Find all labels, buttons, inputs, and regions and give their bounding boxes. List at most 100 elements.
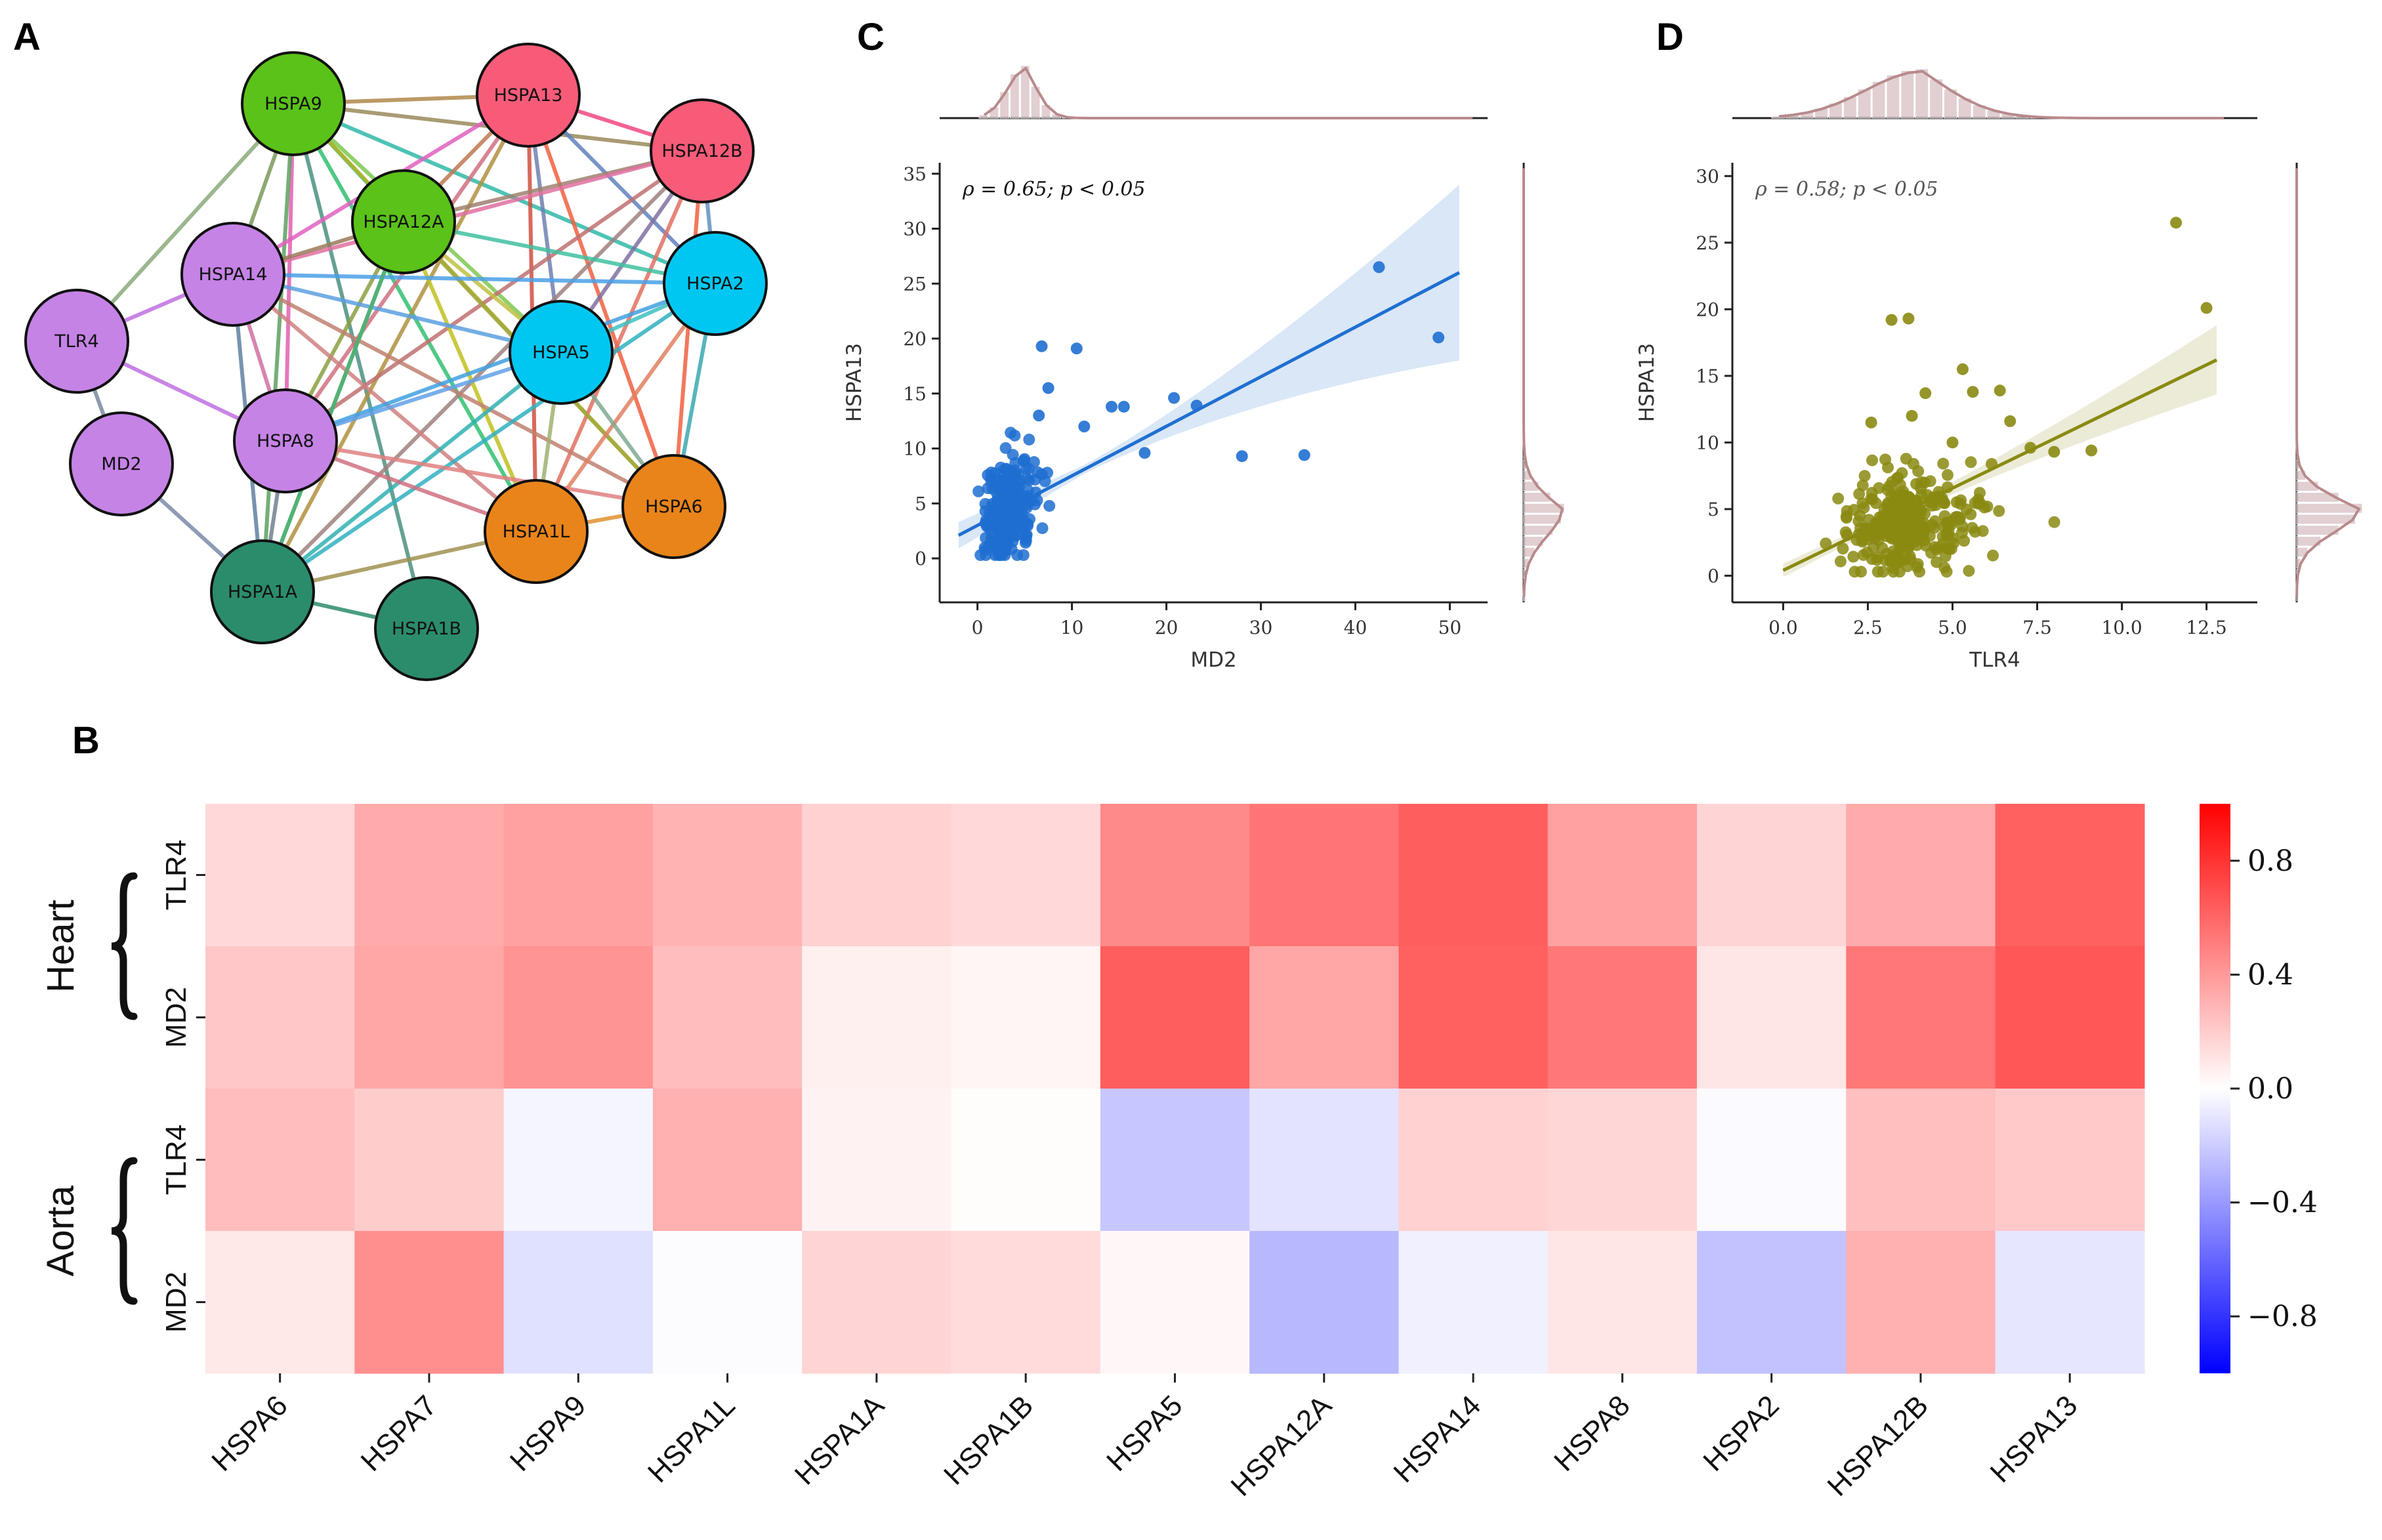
data-point [1931, 556, 1943, 568]
data-point [1866, 454, 1879, 467]
node-label: HSPA1A [228, 582, 298, 602]
heatmap-cell [802, 1089, 952, 1232]
y-tick-label: 5 [915, 493, 927, 514]
data-point [1009, 530, 1022, 542]
data-point [991, 473, 1003, 486]
data-point [1858, 470, 1871, 482]
heatmap-cell [1547, 804, 1698, 947]
heatmap-cell [1547, 1231, 1698, 1374]
heatmap-cell [652, 1089, 803, 1232]
regression-line [957, 271, 1460, 537]
data-point [1003, 465, 1016, 478]
marginal-x-histogram [978, 65, 1473, 119]
heatmap-cell [1249, 946, 1399, 1089]
edge-hspa12b-hspa1l [534, 149, 704, 533]
heatmap-cell [1995, 804, 2145, 947]
data-point [1009, 457, 1022, 469]
data-point [1000, 529, 1013, 541]
colorbar-tick-label: −0.4 [2247, 1186, 2318, 1220]
node-circle [233, 388, 338, 493]
kde-curve [1778, 70, 2225, 119]
data-point [1895, 514, 1908, 526]
node-label: HSPA14 [199, 264, 268, 285]
data-point [1020, 528, 1033, 541]
y-axis-title: HSPA13 [1635, 343, 1659, 422]
histogram-bar [1886, 74, 1900, 119]
edge-hspa12b-hspa14 [231, 149, 704, 276]
node-label: HSPA9 [264, 94, 322, 114]
correlation-annotation: ρ = 0.65; p < 0.05 [962, 178, 1146, 201]
x-tick-label: 7.5 [2022, 617, 2052, 638]
data-point [1917, 516, 1930, 529]
x-tick-label: 10 [1060, 617, 1084, 638]
edge-hspa2-hspa1a [261, 281, 717, 594]
node-circle [374, 576, 479, 681]
y-tick-label: 10 [1696, 432, 1719, 453]
group-brace [111, 1157, 138, 1305]
data-point [1994, 385, 2006, 397]
y-tick-label: 35 [903, 163, 927, 185]
data-point [1945, 543, 1957, 555]
heatmap-cell [205, 1231, 355, 1374]
heatmap-cells [205, 804, 2145, 1374]
data-point [1903, 491, 1915, 503]
panel-letter-a: A [13, 16, 41, 58]
edge-hspa9-hspa8 [283, 102, 295, 443]
histogram-bar [2296, 503, 2363, 514]
column-label: HSPA12A [1224, 1389, 1338, 1503]
histogram-bar [978, 114, 989, 119]
data-point [1834, 555, 1847, 568]
x-tick-label: 0.0 [1768, 617, 1798, 638]
data-point [1847, 551, 1860, 563]
node-hspa1a: HSPA1A [210, 539, 315, 644]
heatmap-cell [1100, 1089, 1250, 1232]
heatmap-cell [1697, 1231, 1847, 1374]
data-point [1106, 400, 1118, 413]
heatmap-cell [1995, 1231, 2145, 1374]
data-point [2004, 415, 2016, 427]
data-point [1871, 554, 1883, 566]
data-point [972, 485, 985, 497]
node-hspa9: HSPA9 [241, 51, 346, 156]
edge-hspa9-tlr4 [75, 102, 295, 343]
heatmap-cell [1100, 1231, 1250, 1374]
data-point [2200, 302, 2213, 314]
edge-hspa12a-hspa2 [402, 220, 717, 285]
data-point [1871, 566, 1884, 578]
node-hspa12b: HSPA12B [650, 98, 755, 203]
column-label: HSPA8 [1548, 1389, 1636, 1477]
data-point [2048, 446, 2060, 458]
data-point [2048, 516, 2060, 528]
heatmap-cell [1846, 946, 1996, 1089]
heatmap-cell [951, 946, 1101, 1089]
heatmap-cell [652, 1231, 803, 1374]
heatmap-cell [205, 804, 355, 947]
node-circle [351, 169, 456, 274]
data-point [1937, 457, 1950, 470]
node-hspa13: HSPA13 [476, 43, 581, 148]
panel-letter-b: B [72, 719, 100, 762]
row-label: MD2 [160, 1272, 192, 1333]
node-label: HSPA1L [503, 522, 570, 542]
data-point [1865, 416, 1877, 428]
y-tick-label: 20 [903, 328, 927, 350]
node-label: HSPA1B [392, 619, 461, 639]
scatter-panel-c: 0 10 20 30 40 50 0 5 10 15 20 25 30 35 MD2 HSPA13 ρ = 0.… [843, 65, 1565, 672]
heatmap-cell [1697, 1089, 1847, 1232]
edge-hspa9-hspa1a [261, 102, 295, 594]
data-point [1938, 510, 1951, 522]
data-point [1236, 450, 1248, 463]
node-label: HSPA2 [686, 274, 744, 294]
data-point [1907, 457, 1919, 470]
y-tick-label: 20 [1696, 299, 1719, 320]
heatmap-cell [1398, 946, 1549, 1089]
data-point [1042, 382, 1055, 394]
y-tick-label: 30 [903, 219, 927, 240]
node-label: HSPA6 [645, 497, 703, 517]
y-tick-label: 25 [903, 273, 927, 295]
data-point [1033, 409, 1045, 422]
data-point [1972, 497, 1984, 510]
data-point [1976, 525, 1989, 537]
data-point [1902, 543, 1914, 555]
